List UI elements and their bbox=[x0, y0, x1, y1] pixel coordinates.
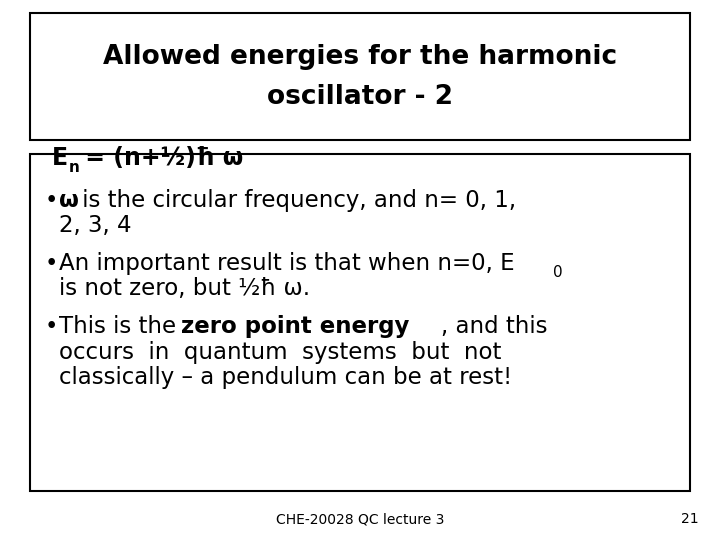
Text: = (n+½)ħ ω: = (n+½)ħ ω bbox=[77, 146, 243, 170]
Text: 2, 3, 4: 2, 3, 4 bbox=[59, 214, 132, 237]
Text: occurs  in  quantum  systems  but  not: occurs in quantum systems but not bbox=[59, 341, 501, 363]
Text: is the circular frequency, and n= 0, 1,: is the circular frequency, and n= 0, 1, bbox=[75, 189, 516, 212]
Text: CHE-20028 QC lecture 3: CHE-20028 QC lecture 3 bbox=[276, 512, 444, 526]
Text: Allowed energies for the harmonic: Allowed energies for the harmonic bbox=[103, 44, 617, 70]
Text: •: • bbox=[45, 315, 58, 338]
Text: , and this: , and this bbox=[441, 315, 547, 338]
Text: 0: 0 bbox=[553, 265, 562, 280]
Bar bbox=[30, 14, 690, 140]
Text: classically – a pendulum can be at rest!: classically – a pendulum can be at rest! bbox=[59, 366, 513, 389]
Text: An important result is that when n=0, E: An important result is that when n=0, E bbox=[59, 252, 515, 275]
Text: n: n bbox=[68, 160, 79, 175]
Text: is not zero, but ½ħ ω.: is not zero, but ½ħ ω. bbox=[59, 278, 310, 300]
Text: zero point energy: zero point energy bbox=[181, 315, 409, 338]
Text: 21: 21 bbox=[681, 512, 698, 526]
Text: •: • bbox=[45, 189, 58, 212]
Bar bbox=[30, 154, 690, 491]
Text: ω: ω bbox=[59, 189, 79, 212]
Text: •: • bbox=[45, 252, 58, 275]
Text: This is the: This is the bbox=[59, 315, 184, 338]
Text: E: E bbox=[52, 146, 68, 170]
Text: oscillator - 2: oscillator - 2 bbox=[267, 84, 453, 110]
